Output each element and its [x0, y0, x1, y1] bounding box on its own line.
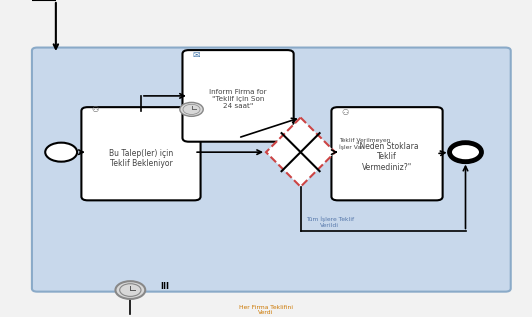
Text: Inform Firma for
"Teklif için Son
24 saat": Inform Firma for "Teklif için Son 24 saa… [209, 89, 267, 109]
Circle shape [180, 102, 203, 116]
Text: Her Firma Teklifini
Verdi: Her Firma Teklifini Verdi [239, 305, 293, 315]
Circle shape [120, 284, 141, 296]
FancyBboxPatch shape [32, 48, 511, 292]
Text: ⚇: ⚇ [341, 108, 348, 117]
FancyBboxPatch shape [182, 50, 294, 142]
Polygon shape [266, 118, 335, 187]
Text: ⚇: ⚇ [91, 105, 98, 114]
Text: Tüm İşlere Teklif
Verildi: Tüm İşlere Teklif Verildi [306, 216, 354, 228]
Text: III: III [161, 282, 169, 291]
Circle shape [450, 143, 481, 162]
Circle shape [45, 143, 77, 162]
FancyBboxPatch shape [331, 107, 443, 200]
Text: "Neden Stoklara
Teklif
Vermediniz?": "Neden Stoklara Teklif Vermediniz?" [356, 142, 418, 172]
Circle shape [183, 104, 200, 114]
Text: ✉: ✉ [192, 51, 200, 60]
FancyBboxPatch shape [81, 107, 201, 200]
Circle shape [115, 281, 145, 299]
Text: Bu Talep(ler) için
Teklif Bekleniyor: Bu Talep(ler) için Teklif Bekleniyor [109, 149, 173, 168]
Text: Teklif Verilmeyen
İşler Var: Teklif Verilmeyen İşler Var [339, 139, 391, 150]
